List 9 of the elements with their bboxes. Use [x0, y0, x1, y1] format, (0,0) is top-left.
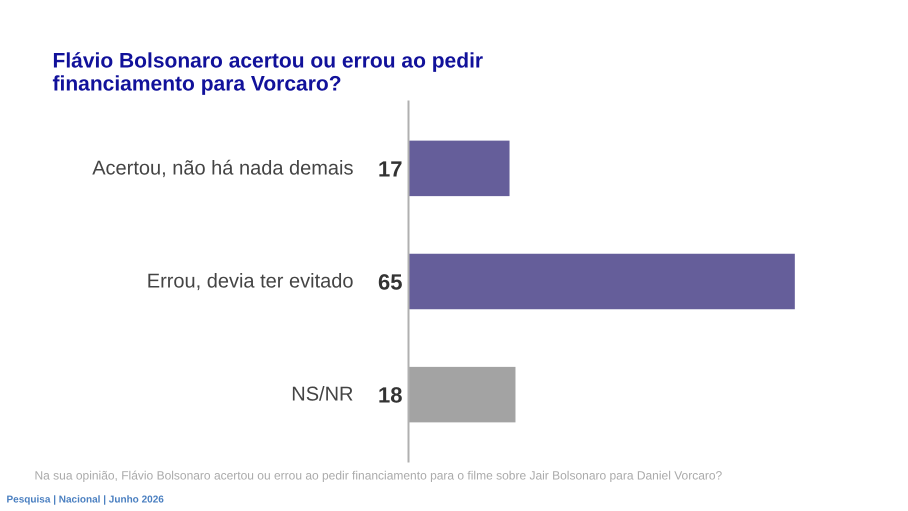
- y-tick-label: Errou, devia ter evitado: [146, 270, 354, 292]
- chart-title: Flávio Bolsonaro acertou ou errou ao pedir financiamento para Vorcaro?: [52, 50, 484, 96]
- text: Pesquisa | Nacional | Junho 2026: [6, 494, 164, 506]
- y-tick-label: Acertou, não há nada demais: [92, 157, 354, 180]
- y-tick-label: NS/NR: [291, 384, 354, 406]
- data-label: 17: [378, 156, 403, 182]
- data-label: 18: [378, 382, 403, 408]
- data-label: 65: [378, 270, 403, 294]
- text: Na sua opinião, Flávio Bolsonaro acertou ou errou ao pedir financiamento para o filme sobre Jair Bolsonaro para Daniel Vorcaro?: [34, 468, 723, 482]
